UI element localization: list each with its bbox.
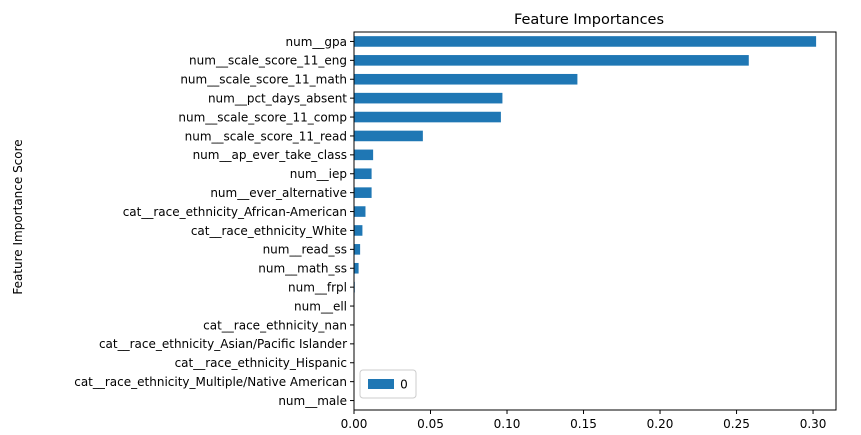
- ticks-group: num__gpa num__scale_score_11_eng num__scal…: [74, 35, 826, 431]
- x-tick-label: 0.15: [570, 417, 597, 431]
- bar: [354, 262, 359, 274]
- bars-group: [354, 36, 817, 387]
- axes-frame: [353, 31, 837, 411]
- bar: [354, 187, 372, 198]
- bar: [354, 55, 749, 66]
- y-tick-label: cat__race_ethnicity_Multiple/Native Amer…: [74, 375, 347, 389]
- bar: [354, 244, 361, 255]
- bar: [354, 36, 817, 47]
- x-tick-label: 0.20: [647, 417, 674, 431]
- y-tick-label: cat__race_ethnicity_White: [191, 224, 347, 238]
- bar: [354, 168, 372, 180]
- x-tick-label: 0.05: [417, 417, 444, 431]
- x-tick-label: 0.25: [723, 417, 750, 431]
- y-tick-label: num__ap_ever_take_class: [193, 148, 347, 162]
- y-tick-label: num__frpl: [288, 280, 347, 294]
- y-tick-label: num__iep: [290, 167, 347, 181]
- y-tick-label: num__pct_days_absent: [208, 91, 347, 105]
- y-tick-label: cat__race_ethnicity_Hispanic: [175, 356, 347, 370]
- y-tick-label: num__male: [278, 394, 347, 408]
- y-tick-label: num__math_ss: [258, 262, 347, 276]
- bar: [354, 130, 423, 142]
- legend-swatch: [368, 379, 394, 389]
- bar: [354, 149, 374, 161]
- bar: [354, 73, 578, 85]
- y-tick-label: num__ever_alternative: [210, 186, 347, 200]
- y-tick-label: num__scale_score_11_eng: [189, 54, 347, 68]
- bar: [354, 206, 366, 217]
- y-tick-label: cat__race_ethnicity_Asian/Pacific Island…: [99, 337, 347, 351]
- y-tick-label: num__gpa: [286, 35, 348, 49]
- y-tick-label: num__scale_score_11_read: [185, 129, 347, 143]
- y-tick-label: num__ell: [294, 299, 347, 313]
- y-tick-label: cat__race_ethnicity_nan: [203, 318, 347, 332]
- legend-label: 0: [400, 378, 408, 392]
- legend: 0: [359, 369, 417, 399]
- y-tick-label: cat__race_ethnicity_African-American: [123, 205, 347, 219]
- y-tick-label: num__read_ss: [263, 243, 347, 257]
- x-tick-label: 0.30: [800, 417, 827, 431]
- y-axis-label: Feature Importance Score: [11, 139, 25, 294]
- y-tick-label: num__scale_score_11_comp: [178, 110, 347, 124]
- x-tick-label: 0.10: [494, 417, 521, 431]
- plot-frame: [353, 31, 837, 411]
- bar: [354, 92, 503, 104]
- bar: [354, 111, 501, 123]
- chart-title: Feature Importances: [514, 12, 664, 28]
- bar: [354, 225, 363, 236]
- y-tick-label: num__scale_score_11_math: [180, 73, 347, 87]
- x-tick-label: 0.00: [341, 417, 368, 431]
